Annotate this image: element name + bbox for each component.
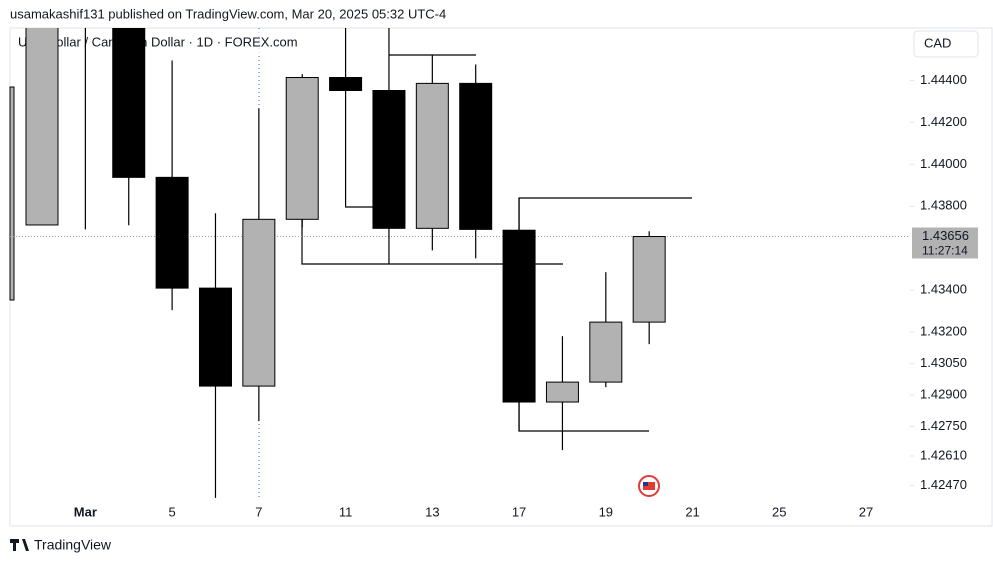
x-tick-label: 17 (512, 504, 526, 519)
y-tick-label: 1.42750 (920, 418, 967, 433)
plot-area (10, 28, 910, 498)
candle-body (459, 82, 493, 230)
y-tick-label: 1.42470 (920, 477, 967, 492)
drawings (301, 54, 692, 432)
candle-body (415, 82, 449, 229)
x-tick-label: Mar (74, 504, 97, 519)
candle-body (285, 77, 319, 220)
candle-body (372, 90, 406, 229)
header: usamakashif131 published on TradingView.… (10, 6, 446, 21)
x-tick-label: 13 (425, 504, 439, 519)
drawing-line (518, 197, 692, 230)
y-tick-label: 1.43050 (920, 355, 967, 370)
chart-title: U.S. Dollar / Canadian Dollar · 1D · FOR… (18, 34, 298, 49)
drawing-line (301, 219, 563, 265)
y-tick-label: 1.44400 (920, 72, 967, 87)
candle-body (329, 77, 363, 92)
y-tick-label: 1.42900 (920, 387, 967, 402)
y-tick-label: 1.43400 (920, 282, 967, 297)
x-tick-label: 11 (339, 504, 353, 519)
candle-body (545, 381, 579, 403)
footer-brand: TradingView (34, 537, 112, 553)
flag-icon (638, 475, 660, 497)
candle-body (632, 236, 666, 323)
candle-body (112, 28, 146, 178)
currency: CAD (924, 35, 951, 50)
price-label-bg (912, 227, 978, 259)
x-tick-label: 27 (859, 504, 873, 519)
candle-body (589, 321, 623, 383)
x-tick-label: 21 (685, 504, 699, 519)
candle-body (242, 218, 276, 387)
y-tick-label: 1.43200 (920, 324, 967, 339)
drawing-line (518, 402, 649, 432)
y-tick-label: 1.44200 (920, 114, 967, 129)
x-tick-label: 25 (772, 504, 786, 519)
x-tick-label: 19 (599, 504, 613, 519)
partial-candle (9, 86, 15, 301)
y-tick-label: 1.44000 (920, 156, 967, 171)
price-label: 1.43656 (922, 228, 969, 243)
candle-body (198, 287, 232, 387)
x-tick-label: 7 (255, 504, 262, 519)
candle-body (25, 28, 59, 226)
x-tick-label: 5 (168, 504, 175, 519)
candle-body (502, 229, 536, 403)
currency-box[interactable] (913, 30, 979, 58)
countdown: 11:27:14 (922, 244, 968, 258)
candle-body (155, 176, 189, 289)
logo (10, 539, 29, 551)
y-tick-label: 1.43800 (920, 198, 967, 213)
y-tick-label: 1.42610 (920, 447, 967, 462)
title-bg (13, 30, 288, 54)
